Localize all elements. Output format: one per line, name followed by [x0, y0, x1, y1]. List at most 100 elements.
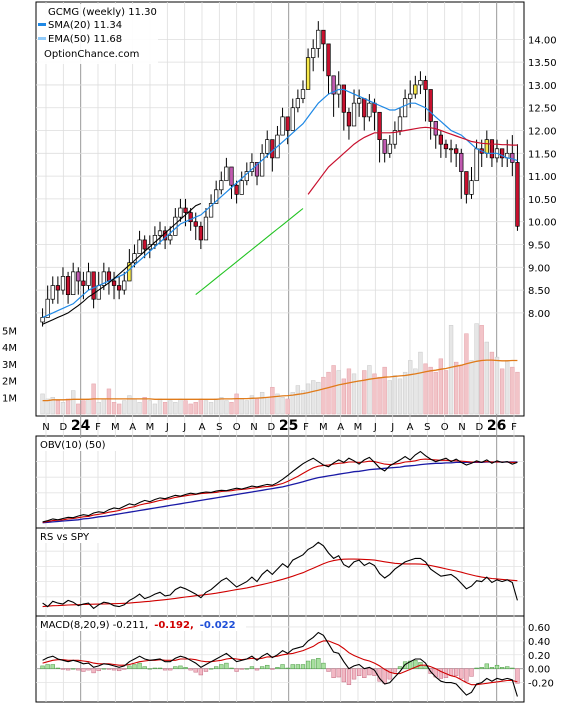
- candle-body: [280, 116, 285, 136]
- volume-bar: [265, 397, 270, 415]
- volume-bar: [489, 351, 495, 415]
- macd-histogram-bar: [397, 666, 403, 669]
- macd-histogram-bar: [438, 668, 444, 679]
- price-tick-label: 14.00: [528, 35, 557, 46]
- volume-bars: [40, 323, 520, 415]
- macd-label: MACD(8,20,9) -0.211, -0.192, -0.022: [40, 620, 236, 631]
- price-tick-label: 12.00: [528, 127, 557, 138]
- macd-histogram-bar: [81, 668, 86, 672]
- price-tick-label: 13.50: [528, 58, 557, 69]
- volume-bar: [356, 380, 362, 415]
- macd-histogram-bar: [45, 664, 50, 669]
- candle-body: [86, 271, 91, 286]
- candle-body: [101, 271, 106, 286]
- volume-bar: [132, 398, 137, 415]
- volume-bar: [275, 393, 280, 415]
- month-tick-label: J: [182, 422, 186, 433]
- macd-histogram-bar: [305, 660, 311, 669]
- volume-bar: [346, 368, 352, 415]
- volume-bar: [147, 400, 152, 415]
- month-tick-label: S: [424, 422, 430, 433]
- candle-body: [397, 116, 403, 131]
- candle-body: [372, 102, 377, 113]
- macd-histogram-bar: [275, 667, 280, 669]
- candle-body: [392, 130, 398, 145]
- volume-bar: [111, 402, 117, 415]
- candle-body: [311, 48, 316, 58]
- month-tick-label: D: [475, 422, 483, 433]
- macd-histogram-bar: [183, 667, 188, 669]
- macd-histogram-bar: [203, 668, 209, 672]
- candle-body: [295, 98, 301, 109]
- month-tick-label: D: [59, 422, 67, 433]
- volume-bar: [377, 376, 382, 415]
- volume-bar: [351, 373, 357, 415]
- macd-histogram-bar: [208, 668, 214, 670]
- candle-body: [193, 221, 198, 227]
- volume-bar: [106, 388, 112, 415]
- macd-histogram-bar: [290, 664, 295, 669]
- macd-histogram-bar: [515, 668, 520, 684]
- macd-histogram-bar: [484, 663, 489, 669]
- volume-bar: [244, 400, 249, 415]
- volume-tick-label: 4M: [2, 343, 17, 354]
- macd-histogram-bar: [219, 664, 224, 669]
- macd-histogram-bar: [244, 668, 249, 670]
- price-tick-label: 8.00: [528, 309, 550, 320]
- axis-labels: N D 24 F M A M J J A S O N D 25 F M A M J J A S O N D 26 F14.0013.5…: [2, 35, 557, 689]
- macd-histogram-bar: [494, 664, 500, 669]
- volume-bar: [142, 397, 147, 415]
- macd-histogram-bar: [321, 662, 326, 669]
- volume-bar: [402, 371, 408, 415]
- candle-body: [464, 171, 469, 195]
- volume-bar: [224, 400, 229, 415]
- rs-label: RS vs SPY: [40, 532, 90, 543]
- volume-bar: [300, 390, 306, 415]
- candle-body: [198, 225, 203, 241]
- month-tick-label: A: [199, 422, 206, 433]
- volume-bar: [326, 371, 331, 415]
- candle-body: [50, 285, 55, 300]
- volume-bar: [397, 378, 403, 415]
- macd-histogram-bar: [351, 668, 357, 680]
- ema50-line: [307, 126, 518, 195]
- macd-histogram-bar: [168, 668, 173, 671]
- macd-histogram-bar: [60, 668, 66, 670]
- macd-histogram-bar: [474, 667, 479, 669]
- macd-histogram-bar: [295, 664, 301, 669]
- candle-body: [45, 298, 50, 318]
- candle-body: [65, 276, 71, 295]
- volume-tick-label: 5M: [2, 326, 17, 337]
- sma20-line: [42, 88, 518, 318]
- volume-bar: [81, 400, 86, 415]
- volume-bar: [198, 398, 204, 415]
- candle-body: [254, 162, 260, 177]
- volume-bar: [162, 402, 168, 415]
- volume-bar: [305, 383, 311, 415]
- volume-bar: [316, 381, 321, 415]
- macd-tick-label: 0.20: [528, 651, 550, 662]
- volume-bar: [362, 370, 367, 415]
- candle-body: [515, 162, 520, 227]
- volume-bar: [372, 373, 377, 415]
- macd-histogram-bar: [423, 666, 428, 669]
- candle-body: [96, 285, 101, 300]
- macd-histogram-bar: [106, 668, 112, 670]
- macd-signal-line: [42, 640, 518, 686]
- candle-body: [443, 143, 449, 150]
- candle-body: [40, 317, 45, 323]
- volume-tick-label: 3M: [2, 360, 17, 371]
- candle-body: [474, 148, 479, 182]
- volume-bar: [122, 400, 127, 415]
- macd-histogram-bar: [300, 664, 306, 669]
- rs-average-line: [42, 558, 518, 608]
- macd-histogram-bar: [249, 666, 255, 669]
- macd-histogram-bar: [316, 658, 321, 669]
- macd-histogram-bar: [137, 662, 142, 669]
- macd-histogram-bar: [331, 668, 336, 678]
- macd-histogram-bar: [341, 668, 346, 683]
- candle-body: [71, 271, 76, 295]
- price-tick-label: 12.50: [528, 104, 557, 115]
- legend-sma-swatch: [38, 23, 46, 26]
- macd-histogram-bar: [382, 668, 387, 684]
